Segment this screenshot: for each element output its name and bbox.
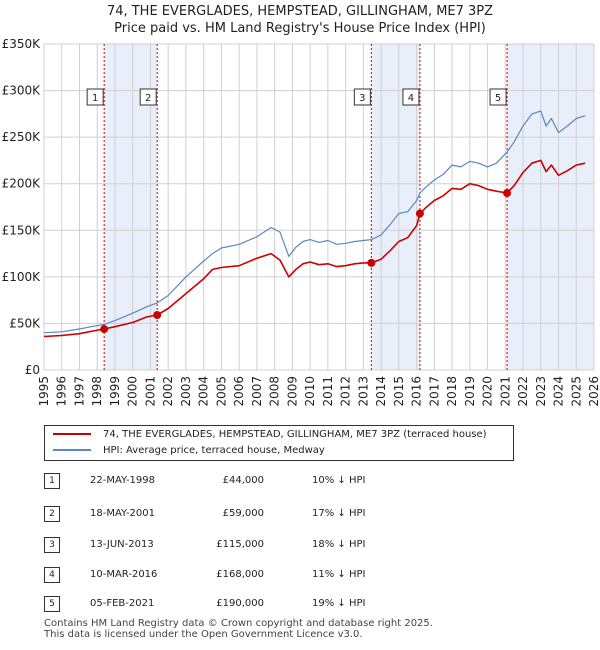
x-tick-label: 2020 — [481, 376, 495, 407]
chart-title: 74, THE EVERGLADES, HEMPSTEAD, GILLINGHA… — [106, 4, 494, 19]
sale-number-box — [489, 88, 507, 106]
sale-marker-label: 1 — [44, 473, 60, 489]
legend-label-price-paid: 74, THE EVERGLADES, HEMPSTEAD, GILLINGHA… — [103, 429, 487, 440]
x-tick-label: 2007 — [250, 376, 264, 407]
x-tick-label: 1998 — [90, 376, 104, 407]
sale-number-label: 1 — [92, 93, 98, 104]
sale-number-box — [139, 88, 157, 106]
x-tick-label: 2021 — [498, 376, 512, 407]
sale-number-box — [402, 88, 420, 106]
sale-date: 22-MAY-1998 — [90, 475, 156, 486]
sale-price: £44,000 — [222, 475, 264, 486]
sale-marker-label: 2 — [44, 506, 60, 522]
hpi-line — [43, 110, 586, 334]
x-tick-label: 2006 — [232, 376, 246, 407]
x-tick-label: 2015 — [392, 376, 406, 407]
sale-price: £168,000 — [216, 569, 264, 580]
y-tick-label: £250K — [2, 130, 42, 144]
x-tick-label: 1999 — [108, 376, 122, 407]
footer-copyright: Contains HM Land Registry data © Crown c… — [44, 618, 433, 629]
table-row: 1 22-MAY-1998 £44,000 10% ↓ HPI — [44, 471, 564, 491]
x-tick-label: 2001 — [143, 376, 157, 407]
sale-marker-label: 4 — [44, 567, 60, 583]
sale-hpi-diff: 19% ↓ HPI — [312, 598, 366, 609]
x-tick-label: 2008 — [268, 376, 282, 407]
y-tick-label: £200K — [2, 177, 42, 191]
sale-price: £59,000 — [222, 508, 264, 519]
shaded-period — [507, 44, 594, 370]
legend-item-hpi: HPI: Average price, terraced house, Medw… — [53, 443, 325, 459]
price-chart: £0 £50K £100K £150K £200K £250K £300K £350K 1995… — [2, 37, 600, 407]
legend-item-price-paid: 74, THE EVERGLADES, HEMPSTEAD, GILLINGHA… — [53, 427, 487, 443]
x-tick-label: 2022 — [516, 376, 530, 407]
x-tick-label: 2019 — [463, 376, 477, 407]
y-tick-label: £150K — [2, 223, 42, 237]
sale-number-label: 3 — [359, 93, 365, 104]
legend-swatch-price-paid — [53, 433, 91, 435]
table-row: 4 10-MAR-2016 £168,000 11% ↓ HPI — [44, 565, 564, 585]
legend-label-hpi: HPI: Average price, terraced house, Medw… — [103, 445, 325, 456]
x-tick-label: 2002 — [161, 376, 175, 407]
footer-license: This data is licensed under the Open Gov… — [44, 629, 363, 640]
table-row: 2 18-MAY-2001 £59,000 17% ↓ HPI — [44, 504, 564, 524]
x-tick-label: 2018 — [445, 376, 459, 407]
sale-date: 18-MAY-2001 — [90, 508, 156, 519]
price-paid-line — [43, 159, 586, 338]
sale-hpi-diff: 18% ↓ HPI — [312, 539, 366, 550]
sale-point — [367, 258, 376, 267]
sale-number-box — [86, 88, 104, 106]
x-tick-label: 2009 — [285, 376, 299, 407]
x-tick-label: 2003 — [179, 376, 193, 407]
sale-point — [503, 189, 512, 198]
x-tick-label: 2011 — [321, 376, 335, 407]
y-tick-label: £100K — [2, 270, 42, 284]
x-tick-label: 2013 — [356, 376, 370, 407]
sale-number-label: 2 — [145, 93, 151, 104]
sale-number-label: 5 — [495, 93, 501, 104]
table-row: 3 13-JUN-2013 £115,000 18% ↓ HPI — [44, 535, 564, 555]
x-tick-label: 2000 — [126, 376, 140, 407]
x-tick-label: 2024 — [552, 376, 566, 407]
sale-hpi-diff: 17% ↓ HPI — [312, 508, 366, 519]
chart-legend: 74, THE EVERGLADES, HEMPSTEAD, GILLINGHA… — [44, 425, 514, 461]
x-tick-label: 2026 — [587, 376, 600, 407]
x-tick-label: 2017 — [427, 376, 441, 407]
sale-point — [153, 311, 162, 320]
x-tick-label: 2023 — [534, 376, 548, 407]
sale-date: 13-JUN-2013 — [90, 539, 154, 550]
sale-number-label: 4 — [408, 93, 414, 104]
x-tick-label: 2025 — [569, 376, 583, 407]
legend-swatch-hpi — [53, 449, 91, 451]
x-tick-label: 1995 — [37, 376, 51, 407]
x-tick-label: 2012 — [339, 376, 353, 407]
sale-date: 05-FEB-2021 — [90, 598, 155, 609]
table-row: 5 05-FEB-2021 £190,000 19% ↓ HPI — [44, 594, 564, 614]
sale-marker-label: 3 — [44, 537, 60, 553]
x-tick-label: 1997 — [72, 376, 86, 407]
y-tick-label: £350K — [2, 37, 42, 51]
sale-hpi-diff: 11% ↓ HPI — [312, 569, 366, 580]
y-tick-label: £300K — [2, 84, 42, 98]
x-tick-label: 2010 — [303, 376, 317, 407]
sale-number-box — [353, 88, 371, 106]
y-tick-label: £50K — [9, 316, 41, 330]
x-tick-label: 2004 — [197, 376, 211, 407]
footer: Contains HM Land Registry data © Crown c… — [44, 618, 584, 640]
x-tick-label: 2014 — [374, 376, 388, 407]
x-tick-label: 2005 — [214, 376, 228, 407]
sale-date: 10-MAR-2016 — [90, 569, 158, 580]
sale-hpi-diff: 10% ↓ HPI — [312, 475, 366, 486]
y-tick-label: £0 — [25, 363, 40, 377]
sale-marker-label: 5 — [44, 596, 60, 612]
x-tick-label: 2016 — [410, 376, 424, 407]
x-tick-label: 1996 — [55, 376, 69, 407]
chart-subtitle: Price paid vs. HM Land Registry's House … — [114, 21, 486, 36]
sale-price: £115,000 — [216, 539, 264, 550]
sale-point — [100, 325, 109, 334]
sale-point — [415, 209, 424, 218]
sale-price: £190,000 — [216, 598, 264, 609]
